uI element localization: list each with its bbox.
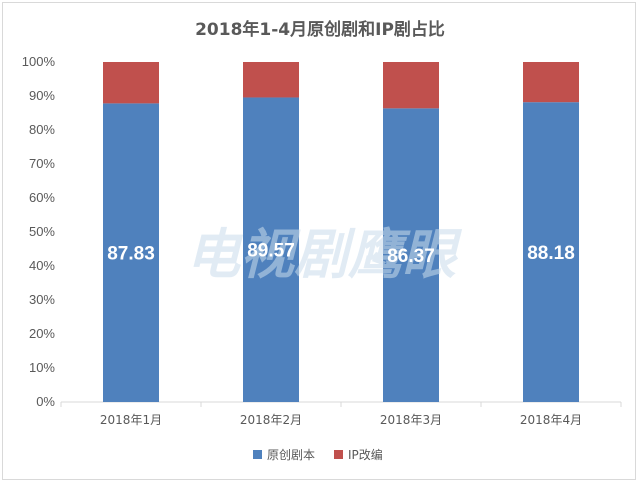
chart-title: 2018年1-4月原创剧和IP剧占比	[195, 19, 445, 40]
y-tick-label: 90%	[29, 88, 55, 103]
bars	[103, 62, 579, 403]
y-tick-label: 0%	[36, 394, 55, 409]
y-tick-label: 80%	[29, 122, 55, 137]
chart-frame: 2018年1-4月原创剧和IP剧占比 0% 10% 20% 30% 40% 50% 60% 7…	[2, 2, 636, 480]
y-tick-label: 20%	[29, 326, 55, 341]
y-tick-label: 10%	[29, 360, 55, 375]
bar-value-label: 87.83	[107, 244, 155, 265]
legend-label: 原创剧本	[267, 448, 315, 462]
bar-original	[383, 108, 439, 402]
watermark-logo: 电视剧鹰眼	[186, 223, 463, 286]
bar-ip	[243, 62, 299, 98]
legend-swatch-original	[253, 450, 262, 459]
bar-value-label: 89.57	[247, 241, 295, 262]
chart: 2018年1-4月原创剧和IP剧占比 0% 10% 20% 30% 40% 50% 60% 7…	[22, 19, 622, 462]
bar-original	[243, 97, 299, 402]
axes: 0% 10% 20% 30% 40% 50% 60% 70% 80% 90% 100% 2018年1月…	[22, 54, 622, 427]
bar-original	[523, 102, 579, 403]
y-tick-label: 60%	[29, 190, 55, 205]
data-labels: 87.83 89.57 86.37 88.18	[107, 241, 575, 267]
bar-original	[103, 103, 159, 403]
x-category-label: 2018年4月	[520, 413, 582, 427]
x-category-label: 2018年2月	[240, 413, 302, 427]
x-category-label: 2018年3月	[380, 413, 442, 427]
y-tick-label: 100%	[22, 54, 56, 69]
x-category-label: 2018年1月	[100, 413, 162, 427]
bar-value-label: 88.18	[527, 243, 575, 264]
y-tick-label: 70%	[29, 156, 55, 171]
legend-label: IP改编	[348, 447, 383, 462]
bar-value-label: 86.37	[387, 246, 435, 267]
y-tick-label: 30%	[29, 292, 55, 307]
y-tick-label: 50%	[29, 224, 55, 239]
legend-swatch-ip	[334, 450, 343, 459]
legend: 原创剧本 IP改编	[253, 447, 383, 462]
bar-ip	[383, 62, 439, 109]
bar-ip	[103, 62, 159, 104]
bar-ip	[523, 62, 579, 103]
y-tick-label: 40%	[29, 258, 55, 273]
